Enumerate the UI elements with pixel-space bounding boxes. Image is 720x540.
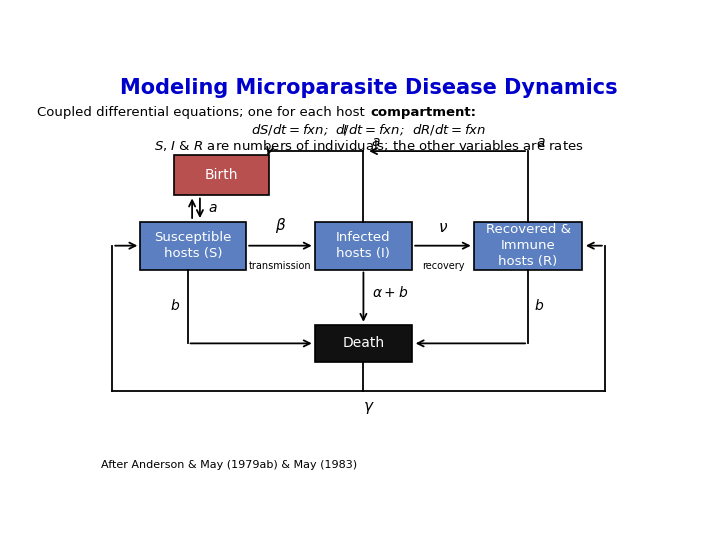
- Text: $\nu$: $\nu$: [438, 220, 448, 235]
- Text: a: a: [209, 201, 217, 215]
- Text: a: a: [536, 135, 545, 149]
- Text: Coupled differential equations; one for each host: Coupled differential equations; one for …: [37, 106, 369, 119]
- Text: $dS/dt = fxn$;  $d\!I\!/dt = fxn$;  $dR/dt = fxn$: $dS/dt = fxn$; $d\!I\!/dt = fxn$; $dR/dt…: [251, 122, 487, 137]
- Text: b: b: [171, 300, 179, 314]
- FancyBboxPatch shape: [174, 155, 269, 195]
- Text: transmission: transmission: [249, 261, 312, 272]
- Text: b: b: [535, 300, 544, 314]
- Text: $S$, $I$ & $R$ are numbers of individuals; the other variables are rates: $S$, $I$ & $R$ are numbers of individual…: [154, 138, 584, 153]
- Text: a: a: [372, 135, 380, 149]
- FancyBboxPatch shape: [315, 222, 413, 269]
- Text: $\gamma$: $\gamma$: [363, 400, 375, 415]
- Text: $\beta$: $\beta$: [275, 217, 286, 235]
- Text: After Anderson & May (1979ab) & May (1983): After Anderson & May (1979ab) & May (198…: [101, 460, 357, 470]
- Text: Birth: Birth: [204, 168, 238, 182]
- Text: Modeling Microparasite Disease Dynamics: Modeling Microparasite Disease Dynamics: [120, 78, 618, 98]
- Text: Death: Death: [342, 336, 384, 350]
- Text: $\alpha + b$: $\alpha + b$: [372, 286, 408, 300]
- Text: Susceptible
hosts (S): Susceptible hosts (S): [155, 231, 232, 260]
- Text: recovery: recovery: [422, 261, 464, 272]
- FancyBboxPatch shape: [474, 222, 582, 269]
- Text: Infected
hosts (I): Infected hosts (I): [336, 231, 391, 260]
- FancyBboxPatch shape: [140, 222, 246, 269]
- Text: Recovered &
Immune
hosts (R): Recovered & Immune hosts (R): [485, 223, 570, 268]
- FancyBboxPatch shape: [315, 325, 413, 362]
- Text: compartment:: compartment:: [370, 106, 476, 119]
